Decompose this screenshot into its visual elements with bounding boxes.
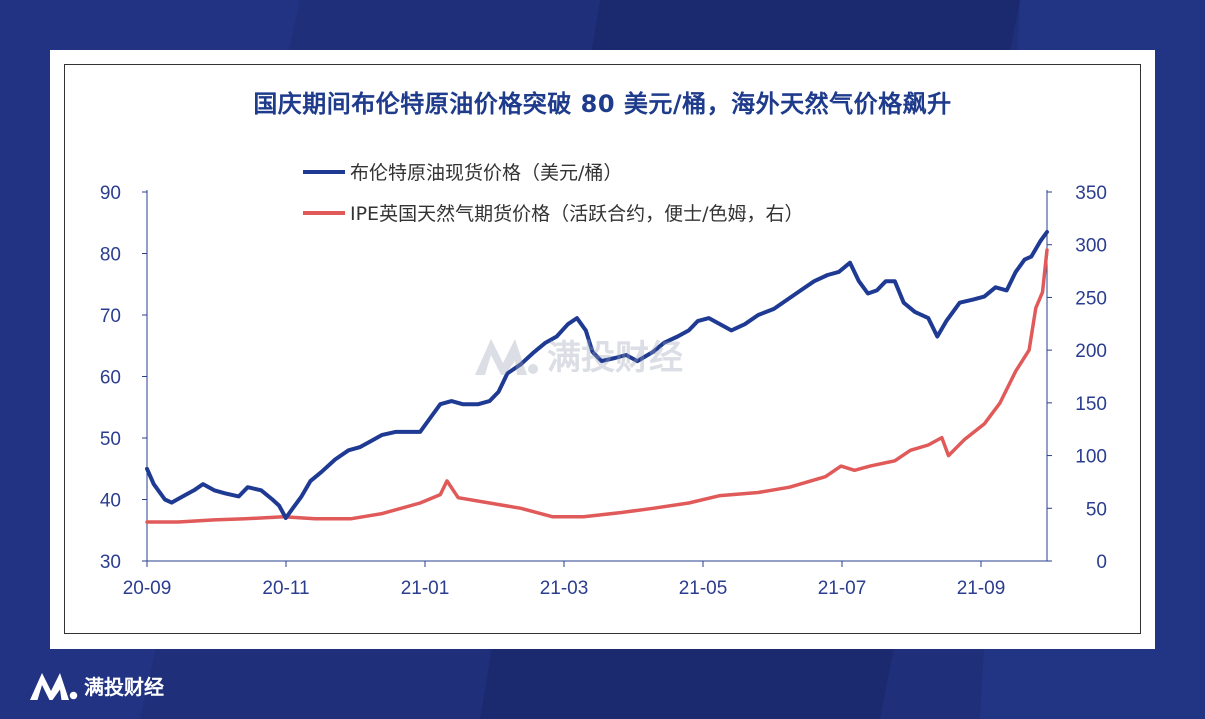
y-left-tick-label: 50: [100, 429, 121, 450]
footer-brand-text: 满投财经: [84, 674, 164, 699]
x-tick-label: 21-07: [818, 578, 867, 599]
y-left-tick-label: 60: [100, 368, 121, 389]
legend-label-gas: IPE英国天然气期货价格（活跃合约，便士/色姆，右）: [350, 203, 803, 225]
y-left-tick-label: 30: [100, 552, 121, 573]
y-right-tick-label: 50: [1086, 499, 1107, 520]
watermark-text: 满投财经: [547, 338, 683, 378]
watermark: 满投财经: [475, 330, 683, 379]
y-right-tick-label: 200: [1075, 341, 1107, 362]
chart-frame: [64, 64, 1141, 634]
chart-panel: [50, 50, 1155, 649]
x-tick-label: 21-09: [957, 578, 1006, 599]
y-left-tick-label: 80: [100, 245, 121, 266]
y-right-tick-label: 350: [1075, 183, 1107, 204]
watermark-logo-icon: [475, 338, 538, 375]
chart-title: 国庆期间布伦特原油价格突破 80 美元/桶，海外天然气价格飙升: [253, 90, 952, 118]
y-right-tick-label: 300: [1075, 236, 1107, 257]
series-line-brent: [145, 230, 1049, 520]
y-right-tick-label: 0: [1096, 552, 1107, 573]
y-left-tick-label: 70: [100, 306, 121, 327]
y-right-tick-label: 100: [1075, 447, 1107, 468]
legend-label-brent: 布伦特原油现货价格（美元/桶）: [350, 162, 622, 184]
brand-logo-icon: [30, 673, 78, 700]
x-tick-label: 20-11: [262, 578, 309, 599]
axes: 90 80 70 60 50 40 30 350 300 250 200 150 100 50 0 20-09…: [100, 183, 1107, 599]
y-left-tick-label: 90: [100, 183, 121, 204]
series-line-gas: [145, 248, 1049, 524]
x-tick-label: 21-05: [679, 578, 728, 599]
series-layer: [145, 230, 1049, 524]
x-tick-label: 21-01: [401, 578, 450, 599]
x-tick-label: 21-03: [540, 578, 589, 599]
y-left-tick-label: 40: [100, 491, 121, 512]
y-right-tick-label: 250: [1075, 288, 1107, 309]
x-tick-label: 20-09: [123, 578, 172, 599]
footer-brand: 满投财经: [30, 670, 164, 700]
legend: 布伦特原油现货价格（美元/桶） IPE英国天然气期货价格（活跃合约，便士/色姆，右…: [303, 162, 803, 225]
y-right-tick-label: 150: [1075, 394, 1107, 415]
